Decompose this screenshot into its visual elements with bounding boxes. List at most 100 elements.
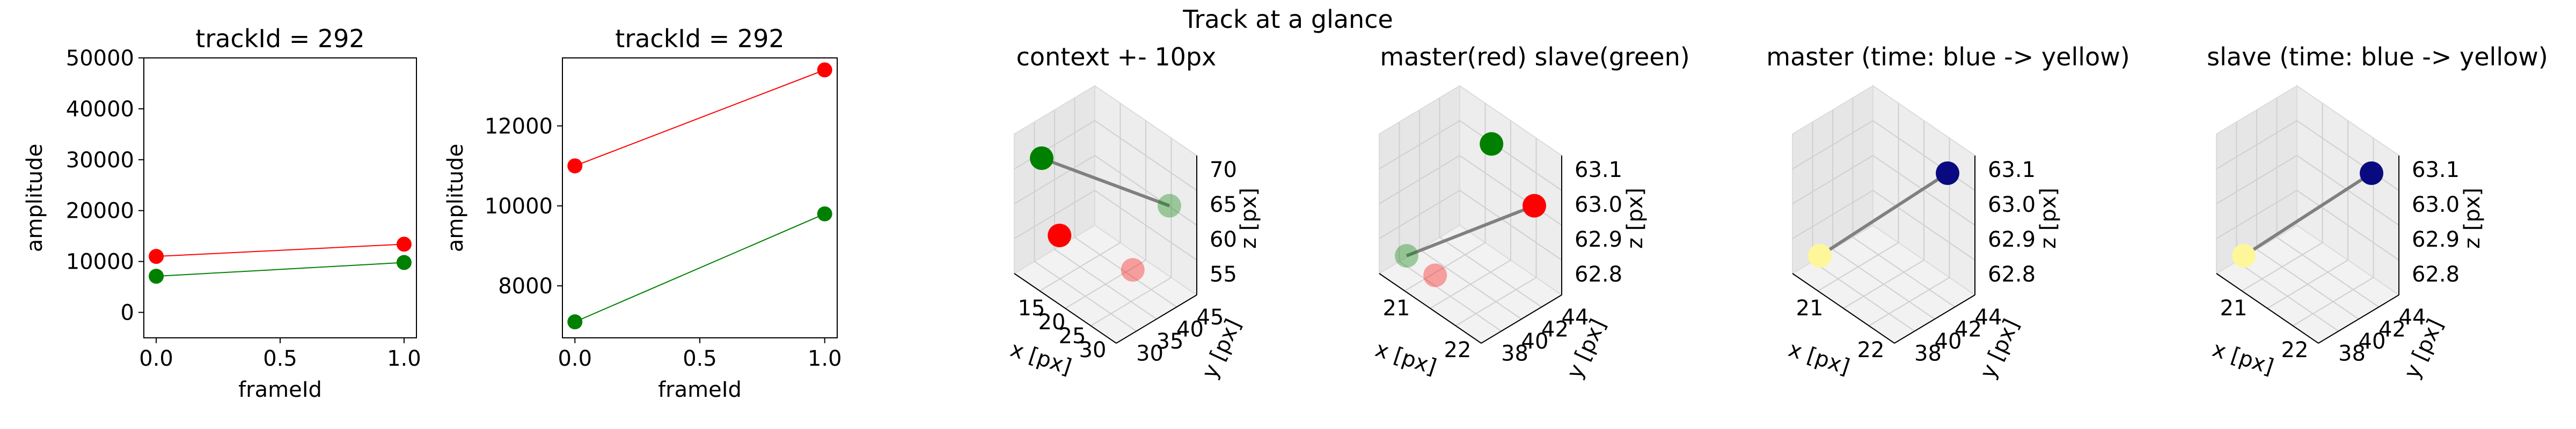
chart-title: trackId = 292 (195, 24, 364, 53)
x-tick-label: 0.5 (683, 346, 717, 371)
z-tick-label: 70 (1210, 158, 1237, 182)
y-tick-label: 38 (1914, 342, 1942, 366)
data-point (567, 314, 583, 330)
chart-title: master(red) slave(green) (1380, 42, 1689, 71)
y-tick-label: 40 (1521, 329, 1549, 354)
z-tick-label: 62.8 (1988, 262, 2036, 287)
grid-line (1843, 121, 1924, 309)
z-tick-label: 63.0 (2412, 193, 2460, 217)
series-line-2 (156, 262, 404, 277)
grid-line (1439, 98, 1542, 308)
grid-line (2216, 189, 2399, 261)
data-point (1523, 194, 1546, 218)
trajectory-line (1406, 204, 1535, 257)
data-point (2232, 244, 2256, 268)
x-axis-label: x [px] (2209, 337, 2277, 380)
chart-title: trackId = 292 (615, 24, 784, 53)
y-tick-label: 44 (1562, 305, 1589, 330)
z-tick-label: 63.1 (1988, 158, 2036, 182)
x-tick-label: 0.0 (558, 346, 592, 371)
series-line-1 (574, 69, 825, 167)
grid-line (1014, 189, 1197, 261)
data-point (1808, 244, 1832, 268)
grid-line (1065, 121, 1146, 309)
z-tick-label: 65 (1210, 193, 1237, 217)
x-tick-label: 0.5 (263, 346, 297, 371)
grid-line (1054, 110, 1157, 320)
x-tick-label: 25 (1059, 324, 1086, 349)
y-axis-line (1116, 294, 1197, 344)
z-tick-label: 55 (1210, 262, 1237, 287)
grid-line (1379, 120, 1562, 191)
grid-line (1090, 138, 1172, 327)
chart-6: slave (time: blue -> yellow) 21 22x [px] 38… (2207, 42, 2548, 382)
x-tick-label: 20 (1038, 310, 1066, 335)
grid-line (1792, 154, 1975, 226)
x-tick-label: 21 (2220, 296, 2248, 321)
y-tick-label: 0 (121, 301, 134, 326)
x-tick-label: 22 (1857, 338, 1885, 363)
y-tick-label: 40 (1176, 317, 1204, 342)
y-tick-label: 12000 (485, 114, 553, 139)
x-axis-label: x [px] (1372, 337, 1439, 380)
y-tick-label: 35 (1157, 329, 1184, 354)
grid-line (1817, 103, 1899, 292)
y-axis-line (1894, 294, 1975, 344)
grid-line (1792, 189, 1975, 261)
data-point (1395, 244, 1418, 268)
series-line-1 (156, 243, 404, 257)
x-tick-label: 21 (1796, 296, 1824, 321)
data-point (817, 206, 832, 221)
z-tick-label: 60 (1210, 227, 1237, 252)
data-point (817, 62, 832, 78)
y-tick-label: 45 (1197, 305, 1224, 330)
z-axis-label: z [px] (2036, 188, 2061, 249)
x-axis-line (1014, 273, 1117, 344)
y-tick-label: 44 (1975, 305, 2002, 330)
x-axis-line (2216, 273, 2319, 344)
x-tick-label: 0.0 (139, 346, 173, 371)
chart-title: context +- 10px (1016, 42, 1217, 71)
charts: trackId = 292 0.0 0.5 1.0 0 10000 20000 30000 40… (23, 24, 2548, 402)
data-point (396, 236, 412, 252)
z-tick-label: 63.0 (1575, 193, 1622, 217)
grid-line (1430, 121, 1511, 309)
grid-line (2267, 121, 2348, 309)
chart-title: slave (time: blue -> yellow) (2207, 42, 2548, 71)
data-point (149, 249, 164, 264)
y-tick-label: 30000 (66, 148, 134, 173)
chart-4: master(red) slave(green) 21 22x [px] 384042… (1372, 42, 1690, 382)
y-tick-label: 40000 (66, 97, 134, 122)
y-tick-label: 50000 (66, 46, 134, 71)
z-tick-label: 62.9 (1575, 227, 1622, 252)
z-axis-label: z [px] (2460, 188, 2485, 249)
y-axis-label: amplitude (443, 144, 468, 252)
data-point (1158, 194, 1181, 218)
y-tick-label: 10000 (66, 250, 134, 275)
grid-line (1379, 189, 1562, 261)
trajectory-line (1041, 157, 1170, 208)
z-axis-label: z [px] (1623, 188, 1648, 249)
data-point (1030, 146, 1053, 170)
y-tick-label: 38 (1501, 342, 1528, 366)
x-tick-label: 1.0 (387, 346, 421, 371)
y-tick-label: 42 (2379, 317, 2406, 342)
y-axis-line (2318, 294, 2399, 344)
x-tick-label: 30 (1079, 338, 1107, 363)
z-tick-label: 63.0 (1988, 193, 2036, 217)
data-point (1423, 263, 1447, 287)
x-tick-label: 15 (1018, 296, 1045, 321)
x-tick-label: 22 (2281, 338, 2309, 363)
y-tick-label: 44 (2399, 305, 2426, 330)
y-tick-label: 8000 (498, 274, 553, 299)
trajectory-line (2243, 172, 2373, 257)
z-tick-label: 63.1 (2412, 158, 2460, 182)
x-axis-label: frameId (238, 378, 322, 402)
y-tick-label: 30 (1136, 342, 1163, 366)
data-point (1936, 161, 1959, 185)
z-tick-label: 62.8 (1575, 262, 1622, 287)
data-point (2360, 161, 2383, 185)
y-axis-line (1481, 294, 1562, 344)
plot-frame (143, 57, 417, 338)
